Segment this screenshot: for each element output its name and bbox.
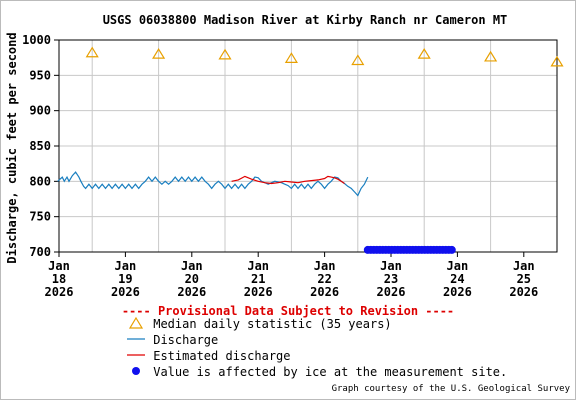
- x-tick-label: 23: [384, 272, 398, 286]
- x-tick-label: Jan: [115, 259, 137, 273]
- x-tick-label: 20: [185, 272, 199, 286]
- x-tick-label: 2026: [111, 285, 140, 299]
- estimated-discharge-line: [231, 175, 345, 185]
- x-tick-label: Jan: [181, 259, 203, 273]
- y-tick-label: 850: [29, 139, 51, 153]
- legend-item-median: Median daily statistic (35 years): [126, 316, 507, 332]
- triangle-icon: [126, 316, 146, 333]
- chart-title: USGS 06038800 Madison River at Kirby Ran…: [103, 13, 508, 27]
- legend-item-estimated: Estimated discharge: [126, 348, 507, 364]
- legend-item-ice: Value is affected by ice at the measurem…: [126, 364, 507, 380]
- discharge-line: [57, 171, 369, 197]
- y-tick-label: 900: [29, 104, 51, 118]
- x-tick-label: 2026: [377, 285, 406, 299]
- x-tick-label: Jan: [513, 259, 535, 273]
- x-tick-label: 2026: [443, 285, 472, 299]
- ice-affected-point: [447, 245, 456, 254]
- y-axis-label: Discharge, cubic feet per second: [5, 32, 19, 263]
- provisional-notice: ---- Provisional Data Subject to Revisio…: [121, 304, 455, 318]
- x-tick-label: Jan: [247, 259, 269, 273]
- legend-item-discharge: Discharge: [126, 332, 507, 348]
- x-tick-label: Jan: [314, 259, 336, 273]
- x-tick-label: 18: [52, 272, 66, 286]
- median-point: [85, 46, 99, 58]
- x-tick-label: Jan: [380, 259, 402, 273]
- median-point: [152, 47, 166, 59]
- x-tick-label: Jan: [447, 259, 469, 273]
- grid: [59, 39, 557, 253]
- y-tick-label: 750: [29, 210, 51, 224]
- x-tick-label: 2026: [177, 285, 206, 299]
- x-tick-label: 2026: [244, 285, 273, 299]
- x-tick-label: 24: [450, 272, 464, 286]
- y-tick-label: 700: [29, 245, 51, 259]
- median-point: [550, 55, 564, 67]
- legend-label: Value is affected by ice at the measurem…: [153, 365, 508, 379]
- plot-area: [58, 39, 558, 253]
- legend-label: Median daily statistic (35 years): [153, 317, 392, 331]
- legend-label: Estimated discharge: [153, 349, 291, 363]
- legend-label: Discharge: [153, 333, 219, 347]
- series: [57, 46, 564, 254]
- y-tick-label: 950: [29, 68, 51, 82]
- blue-line-icon: [126, 333, 146, 349]
- median-point: [417, 47, 431, 59]
- y-tick-label: 1000: [22, 33, 51, 47]
- legend: Median daily statistic (35 years) Discha…: [126, 316, 507, 380]
- x-tick-label: 19: [118, 272, 132, 286]
- red-line-icon: [126, 349, 146, 365]
- median-point: [218, 48, 232, 60]
- dot-icon: [126, 365, 146, 381]
- median-point: [284, 52, 298, 63]
- x-tick-label: 2026: [45, 285, 74, 299]
- credit-text: Graph courtesy of the U.S. Geological Su…: [331, 384, 570, 394]
- x-tick-label: 21: [251, 272, 265, 286]
- median-point: [484, 50, 498, 62]
- x-tick-label: 2026: [310, 285, 339, 299]
- x-tick-label: 25: [517, 272, 531, 286]
- x-tick-label: Jan: [48, 259, 70, 273]
- axes: 7007508008509009501000Jan182026Jan192026…: [22, 33, 558, 299]
- median-point: [351, 54, 365, 66]
- x-tick-label: 2026: [509, 285, 538, 299]
- y-tick-label: 800: [29, 174, 51, 188]
- x-tick-label: 22: [317, 272, 331, 286]
